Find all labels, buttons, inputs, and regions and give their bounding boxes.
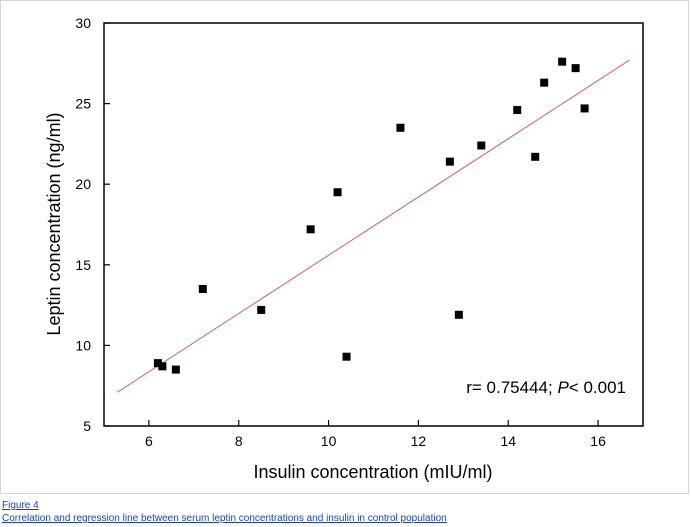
data-point	[396, 123, 405, 132]
annotation-p-italic: P	[557, 378, 569, 397]
data-point	[454, 310, 463, 319]
data-point	[531, 152, 540, 161]
x-tick-label: 16	[590, 433, 606, 449]
x-tick-label: 8	[235, 433, 243, 449]
x-axis-title: Insulin concentration (mIU/ml)	[253, 462, 492, 482]
data-point	[198, 284, 207, 293]
data-point	[333, 188, 342, 197]
figure-label-link[interactable]: Figure 4	[2, 500, 39, 511]
x-tick-label: 12	[411, 433, 427, 449]
data-point	[342, 352, 351, 361]
x-tick-label: 6	[145, 433, 153, 449]
data-point	[540, 78, 549, 87]
x-axis-ticks: 6 8 10 12 14 16	[145, 420, 606, 449]
data-point	[158, 362, 167, 371]
y-tick-label: 15	[75, 257, 91, 273]
regression-line	[117, 59, 630, 393]
data-point	[445, 157, 454, 166]
y-tick-label: 25	[75, 96, 91, 112]
scatter-chart: 6 8 10 12 14 16 5 10 15 20 25 30 Insulin concentra…	[44, 15, 644, 482]
y-axis-title: Leptin concentration (ng/ml)	[44, 112, 64, 335]
y-tick-label: 10	[75, 337, 91, 353]
plot-area-frame	[103, 22, 644, 427]
y-tick-label: 30	[75, 15, 91, 31]
y-tick-label: 20	[75, 176, 91, 192]
data-points	[153, 57, 589, 374]
data-point	[306, 225, 315, 234]
data-point	[257, 305, 266, 314]
x-tick-label: 14	[500, 433, 516, 449]
data-point	[513, 106, 522, 115]
x-tick-label: 10	[321, 433, 337, 449]
figure-caption-link[interactable]: Correlation and regression line between …	[2, 513, 447, 524]
correlation-annotation: r= 0.75444; P< 0.001	[466, 378, 626, 397]
data-point	[558, 57, 567, 66]
y-tick-label: 5	[83, 418, 91, 434]
annotation-suffix: < 0.001	[569, 378, 626, 397]
data-point	[571, 64, 580, 73]
data-point	[153, 359, 162, 368]
data-point	[171, 365, 180, 374]
figure-frame: 6 8 10 12 14 16 5 10 15 20 25 30 Insulin concentra…	[0, 0, 689, 494]
annotation-prefix: r= 0.75444;	[466, 378, 557, 397]
data-point	[477, 141, 486, 150]
y-axis-ticks: 5 10 15 20 25 30	[75, 15, 110, 434]
data-point	[580, 104, 589, 113]
